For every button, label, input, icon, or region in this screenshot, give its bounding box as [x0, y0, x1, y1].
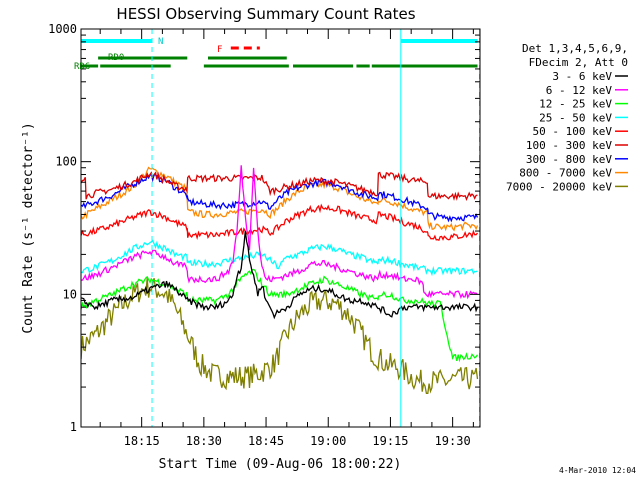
legend-entry-label: 25 - 50 keV: [539, 111, 612, 124]
legend-entry-label: 50 - 100 keV: [533, 125, 613, 138]
y-tick-label: 1000: [48, 22, 77, 36]
series-line-50-100-kev-kev: [81, 203, 479, 242]
series-line-6-12-kev-kev: [81, 165, 478, 300]
legend-entry-label: 100 - 300 keV: [526, 139, 612, 152]
x-tick-label: 19:00: [310, 434, 346, 448]
flag-label-f: F: [217, 45, 222, 55]
y-tick-label: 1: [70, 420, 77, 434]
series-line-12-25-kev-kev: [81, 268, 479, 363]
footer-date: 4-Mar-2010 12:04: [559, 466, 636, 475]
legend-entry-label: 12 - 25 keV: [539, 98, 612, 111]
y-axis-label: Count Rate (s⁻¹ detector⁻¹): [21, 122, 36, 333]
legend-entry-label: 6 - 12 keV: [546, 84, 613, 97]
legend-header-line-1: Det 1,3,4,5,6,9,: [522, 42, 628, 55]
x-axis-label: Start Time (09-Aug-06 18:00:22): [159, 457, 402, 472]
flag-label-n: N: [158, 37, 163, 47]
series-line-7000-20000-kev-kev: [81, 277, 479, 395]
flag-label-rd6: RD6: [74, 62, 90, 72]
chart-title: HESSI Observing Summary Count Rates: [116, 5, 415, 23]
x-tick-label: 19:30: [435, 434, 471, 448]
legend-entry-label: 800 - 7000 keV: [519, 167, 612, 180]
series-line-3-6-kev-kev: [81, 231, 479, 320]
series-line-25-50-kev-kev: [81, 239, 478, 277]
flag-label-rd0: RD0: [108, 53, 124, 63]
x-tick-label: 18:15: [124, 434, 160, 448]
y-tick-label: 100: [55, 155, 77, 169]
x-tick-label: 18:30: [186, 434, 222, 448]
x-tick-label: 19:15: [372, 434, 408, 448]
legend-entry-label: 3 - 6 keV: [552, 70, 612, 83]
y-tick-label: 10: [63, 287, 77, 301]
series-line-800-7000-kev-kev: [81, 166, 479, 232]
legend-entry-label: 7000 - 20000 keV: [506, 180, 612, 193]
plot-frame: [80, 28, 481, 428]
legend-entry-label: 300 - 800 keV: [526, 153, 612, 166]
series-line-100-300-kev-kev: [81, 171, 478, 202]
legend-header-line-2: FDecim 2, Att 0: [529, 56, 628, 69]
x-tick-label: 18:45: [248, 434, 284, 448]
